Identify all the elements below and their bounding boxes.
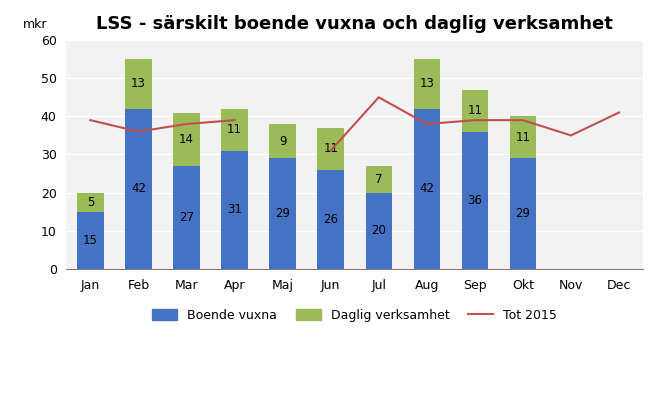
Text: 20: 20 (371, 224, 386, 237)
Text: 13: 13 (419, 78, 434, 91)
Text: 11: 11 (515, 131, 530, 144)
Text: 5: 5 (87, 195, 94, 208)
Text: 15: 15 (83, 234, 98, 247)
Bar (365, 166, 392, 193)
Text: 11: 11 (227, 123, 242, 136)
Bar (269, 158, 296, 269)
Text: 31: 31 (227, 203, 242, 216)
Text: mkr: mkr (23, 18, 47, 31)
Title: LSS - särskilt boende vuxna och daglig verksamhet: LSS - särskilt boende vuxna och daglig v… (96, 15, 613, 33)
Text: 36: 36 (467, 194, 482, 207)
Text: 11: 11 (323, 142, 338, 155)
Bar (77, 212, 104, 269)
Text: 26: 26 (323, 213, 338, 226)
Bar (125, 109, 152, 269)
Bar (462, 132, 488, 269)
Legend: Boende vuxna, Daglig verksamhet, Tot 2015: Boende vuxna, Daglig verksamhet, Tot 201… (147, 303, 562, 327)
Bar (414, 59, 440, 109)
Text: 9: 9 (279, 135, 286, 148)
Bar (125, 59, 152, 109)
Bar (462, 90, 488, 132)
Text: 42: 42 (419, 182, 434, 195)
Bar (173, 166, 200, 269)
Text: 29: 29 (515, 207, 530, 220)
Text: 11: 11 (467, 104, 482, 117)
Text: 7: 7 (375, 173, 382, 186)
Bar (510, 116, 536, 158)
Bar (365, 193, 392, 269)
Text: 14: 14 (179, 133, 194, 146)
Text: 42: 42 (131, 182, 146, 195)
Bar (221, 109, 248, 151)
Bar (77, 193, 104, 212)
Bar (269, 124, 296, 158)
Text: 29: 29 (275, 207, 290, 220)
Bar (510, 158, 536, 269)
Bar (317, 128, 344, 170)
Text: 27: 27 (179, 211, 194, 224)
Bar (173, 113, 200, 166)
Bar (414, 109, 440, 269)
Bar (317, 170, 344, 269)
Bar (221, 151, 248, 269)
Text: 13: 13 (131, 78, 146, 91)
